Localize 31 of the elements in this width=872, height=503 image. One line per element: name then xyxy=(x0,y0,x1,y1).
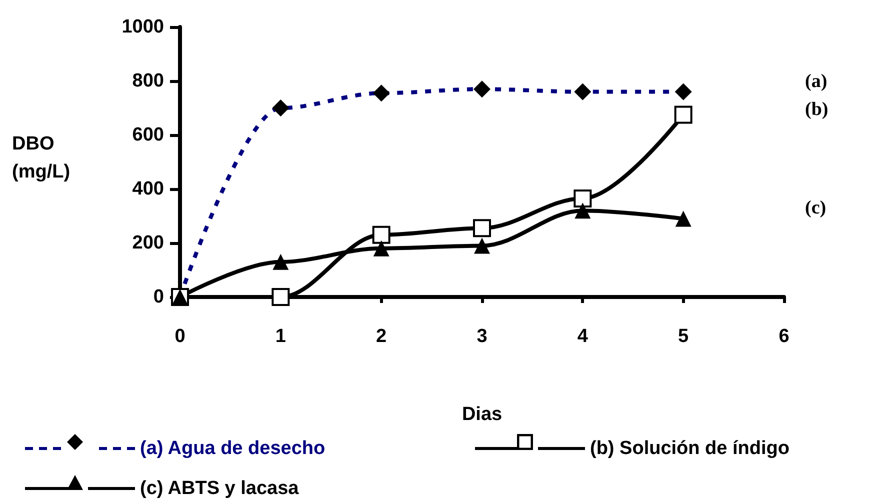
point xyxy=(574,189,592,208)
point xyxy=(272,254,289,270)
x-tick-label: 3 xyxy=(476,326,488,347)
point xyxy=(373,240,390,256)
y-tick-label: 400 xyxy=(132,178,164,200)
point xyxy=(674,106,692,124)
y-tick-label: 0 xyxy=(153,286,164,308)
point xyxy=(574,202,591,219)
x-tick-label: 4 xyxy=(577,326,588,347)
x-tick-label: 1 xyxy=(275,326,286,347)
x-axis-title: Dias xyxy=(462,404,502,425)
point xyxy=(372,226,390,244)
point xyxy=(675,210,692,227)
x-tick-label: 6 xyxy=(778,326,790,347)
point xyxy=(474,238,490,254)
legend-label: (c) ABTS y lacasa xyxy=(140,478,300,499)
legend-label: (a) Agua de desecho xyxy=(140,438,326,459)
y-tick-label: 200 xyxy=(132,232,164,254)
y-tick-label: 800 xyxy=(132,70,164,92)
x-tick-label: 0 xyxy=(174,326,186,347)
point xyxy=(473,219,491,238)
point xyxy=(272,288,290,306)
y-axis-title: DBO (mg/L) xyxy=(12,134,70,182)
x-tick-label: 5 xyxy=(678,326,690,347)
y-tick-label: 600 xyxy=(132,124,164,146)
y-tick-label: 1000 xyxy=(122,16,164,38)
text: (c) xyxy=(805,198,826,219)
legend-label: (b) Solución de índigo xyxy=(590,438,790,459)
text: (b) xyxy=(805,99,828,120)
text: (a) xyxy=(805,70,828,92)
x-tick-label: 2 xyxy=(376,326,387,347)
